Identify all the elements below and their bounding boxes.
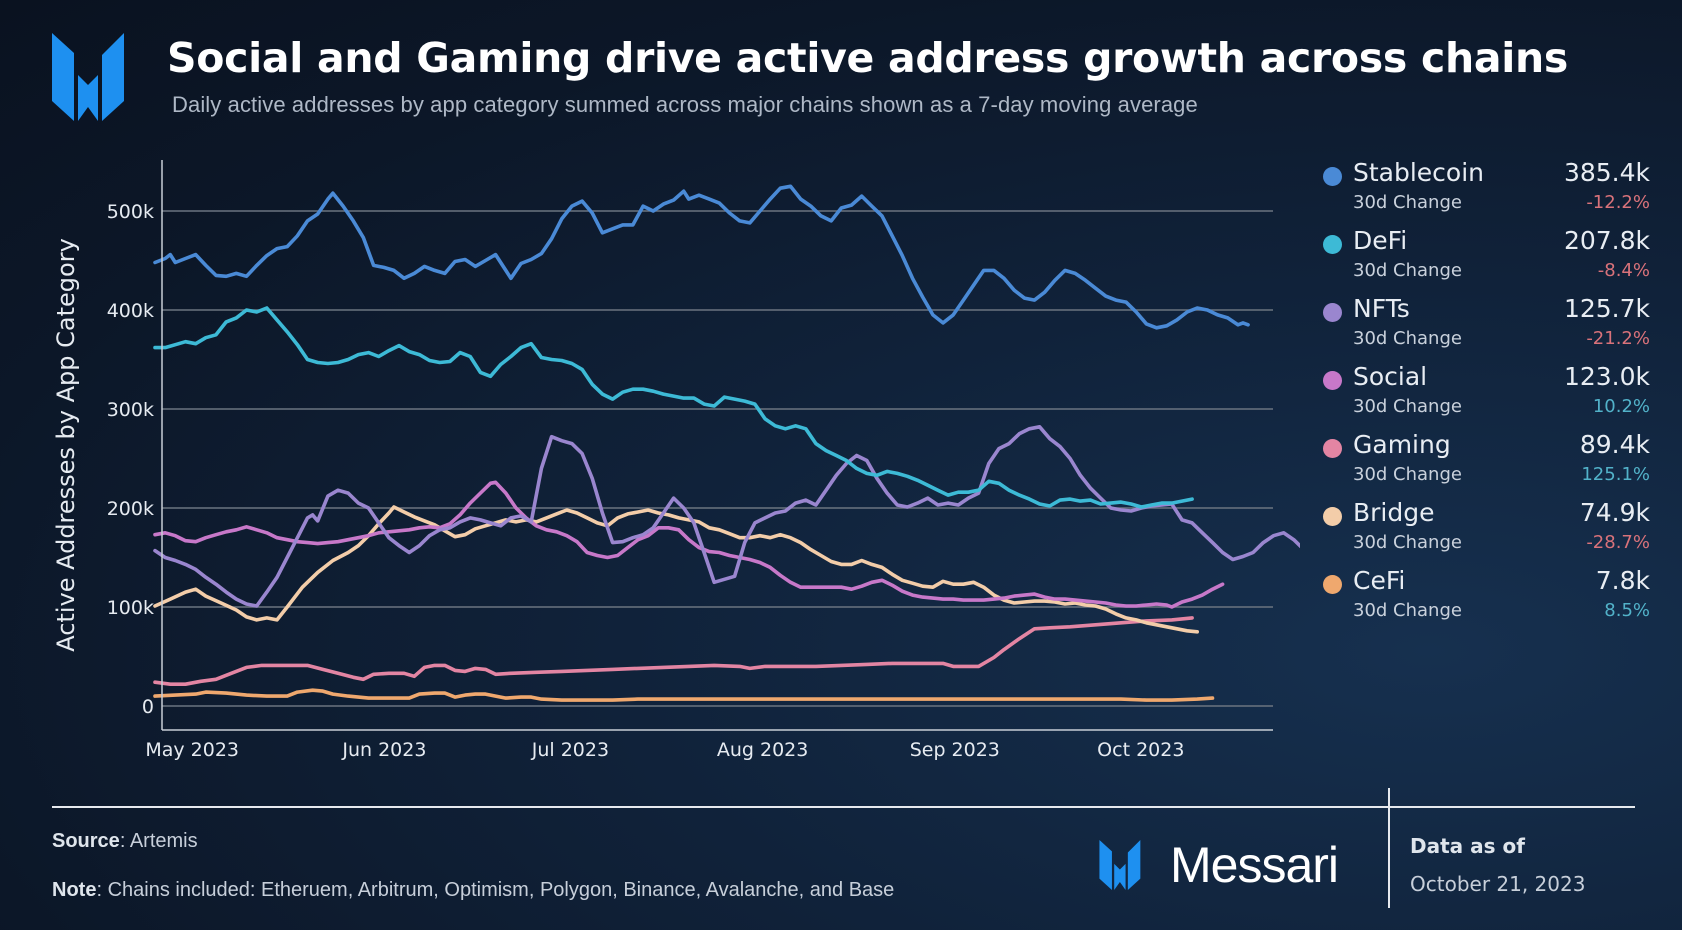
series-line-bridge [153,505,1199,634]
legend-value: 385.4k [1563,158,1650,187]
legend-name: Gaming [1353,430,1451,459]
legend-item-social: Social 30d Change 123.0k 10.2% [1320,362,1650,430]
legend-name: CeFi [1353,566,1406,595]
series-line-nfts [153,425,1300,608]
legend-item-defi: DeFi 30d Change 207.8k -8.4% [1320,226,1650,294]
y-tick-label: 0 [142,696,154,718]
brand-name: Messari [1170,837,1339,893]
x-tick-label: Jul 2023 [531,739,609,761]
legend-change: -12.2% [1586,192,1650,213]
y-tick-label: 100k [107,597,154,619]
legend-sub: 30d Change [1353,396,1462,417]
legend-dot-icon [1323,507,1342,526]
legend-change: 10.2% [1592,396,1650,417]
note-label: Note [52,879,97,901]
messari-logo-icon [1099,840,1141,890]
legend-value: 123.0k [1563,362,1650,391]
legend-item-bridge: Bridge 30d Change 74.9k -28.7% [1320,498,1650,566]
y-tick-label: 400k [107,300,154,322]
legend-value: 207.8k [1563,226,1650,255]
x-tick-label: Aug 2023 [717,739,809,761]
legend-dot-icon [1323,371,1342,390]
legend-name: Social [1353,362,1428,391]
legend-value: 7.8k [1595,566,1650,595]
y-tick-label: 300k [107,399,154,421]
legend-name: DeFi [1353,226,1408,255]
legend-sub: 30d Change [1353,600,1462,621]
note-value: : Chains included: Etheruem, Arbitrum, O… [96,879,895,901]
y-tick-label: 200k [107,498,154,520]
legend-change: 8.5% [1604,600,1650,621]
series-line-gaming [153,616,1194,686]
x-tick-label: Sep 2023 [910,739,1000,761]
series-line-social [153,480,1225,609]
x-tick-label: Oct 2023 [1097,739,1184,761]
source-note: Source: Artemis [52,830,198,853]
legend-dot-icon [1323,575,1342,594]
legend-dot-icon [1323,235,1342,254]
legend-name: Bridge [1353,498,1435,527]
footer-divider [52,806,1635,808]
legend-value: 89.4k [1579,430,1650,459]
y-axis-label: Active Addresses by App Category [52,238,80,652]
legend-change: -28.7% [1586,532,1650,553]
legend-dot-icon [1323,303,1342,322]
series-line-stablecoin [153,184,1250,330]
legend-sub: 30d Change [1353,192,1462,213]
legend-item-nfts: NFTs 30d Change 125.7k -21.2% [1320,294,1650,362]
legend-value: 74.9k [1579,498,1650,527]
source-value: : Artemis [119,830,198,852]
footer-vertical-divider [1388,788,1390,908]
legend-item-stablecoin: Stablecoin 30d Change 385.4k -12.2% [1320,158,1650,226]
legend-change: 125.1% [1581,464,1650,485]
legend-change: -8.4% [1597,260,1650,281]
legend-item-gaming: Gaming 30d Change 89.4k 125.1% [1320,430,1650,498]
legend-name: NFTs [1353,294,1410,323]
messari-logo-icon [52,33,124,121]
series-line-defi [153,306,1194,509]
chart-subtitle: Daily active addresses by app category s… [172,92,1198,117]
legend-dot-icon [1323,167,1342,186]
legend-sub: 30d Change [1353,328,1462,349]
legend-dot-icon [1323,439,1342,458]
legend-value: 125.7k [1563,294,1650,323]
chart-title: Social and Gaming drive active address g… [167,34,1568,82]
x-tick-label: May 2023 [145,739,239,761]
legend: Stablecoin 30d Change 385.4k -12.2% DeFi 30d … [1320,158,1650,634]
line-chart: 0 100k 200k 300k 400k 500k May 2023 Jun 2023 Ju… [52,160,1300,761]
y-tick-label: 500k [107,201,154,223]
legend-sub: 30d Change [1353,532,1462,553]
x-tick-label: Jun 2023 [341,739,426,761]
legend-sub: 30d Change [1353,260,1462,281]
data-as-of-date: October 21, 2023 [1410,872,1586,896]
series-line-cefi [153,688,1215,702]
data-as-of-label: Data as of [1410,834,1525,858]
source-label: Source [52,830,120,852]
legend-sub: 30d Change [1353,464,1462,485]
legend-name: Stablecoin [1353,158,1485,187]
chains-note: Note: Chains included: Etheruem, Arbitru… [52,879,894,902]
messari-brand: Messari [1098,837,1339,893]
legend-item-cefi: CeFi 30d Change 7.8k 8.5% [1320,566,1650,634]
legend-change: -21.2% [1586,328,1650,349]
